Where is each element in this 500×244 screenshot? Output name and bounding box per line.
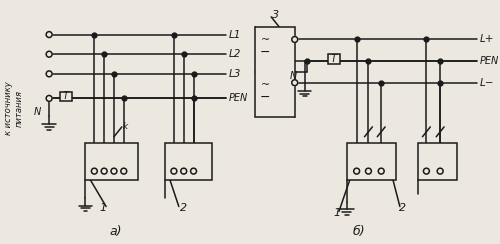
Bar: [328, 54, 340, 64]
Circle shape: [46, 95, 52, 101]
Text: а): а): [110, 224, 122, 238]
Bar: [60, 92, 72, 101]
Text: 1: 1: [334, 208, 340, 218]
Text: PEN: PEN: [480, 56, 498, 66]
Text: −: −: [260, 46, 270, 59]
Bar: [256, 27, 294, 117]
Text: L3: L3: [229, 69, 241, 79]
Text: L1: L1: [229, 30, 241, 40]
Text: ~: ~: [260, 34, 270, 44]
Circle shape: [190, 168, 196, 174]
Text: L2: L2: [229, 49, 241, 59]
Circle shape: [366, 168, 372, 174]
Text: L+: L+: [480, 34, 494, 44]
Bar: [418, 143, 457, 180]
Circle shape: [292, 37, 298, 42]
Circle shape: [46, 51, 52, 57]
Text: 3: 3: [272, 10, 278, 20]
Text: k: k: [123, 122, 128, 132]
Circle shape: [424, 168, 430, 174]
Text: к источнику
питания: к источнику питания: [4, 81, 24, 135]
Circle shape: [181, 168, 186, 174]
Circle shape: [46, 71, 52, 77]
Circle shape: [111, 168, 117, 174]
Text: ~: ~: [260, 80, 270, 90]
Text: N: N: [34, 107, 42, 117]
Text: 2: 2: [180, 203, 188, 214]
Circle shape: [46, 32, 52, 38]
Text: PEN: PEN: [229, 93, 248, 103]
Text: 1: 1: [100, 203, 106, 214]
Circle shape: [101, 168, 107, 174]
Circle shape: [378, 168, 384, 174]
Bar: [165, 143, 212, 180]
Circle shape: [92, 168, 98, 174]
Text: N: N: [290, 71, 296, 81]
Text: T: T: [331, 54, 337, 64]
Circle shape: [354, 168, 360, 174]
Text: T: T: [63, 92, 69, 102]
Circle shape: [121, 168, 126, 174]
Text: −: −: [260, 91, 270, 104]
Text: 2: 2: [400, 203, 406, 214]
Text: б): б): [352, 224, 365, 238]
Bar: [86, 143, 138, 180]
Text: L−: L−: [480, 78, 494, 88]
Circle shape: [171, 168, 177, 174]
Bar: [347, 143, 396, 180]
Circle shape: [292, 80, 298, 86]
Circle shape: [437, 168, 443, 174]
